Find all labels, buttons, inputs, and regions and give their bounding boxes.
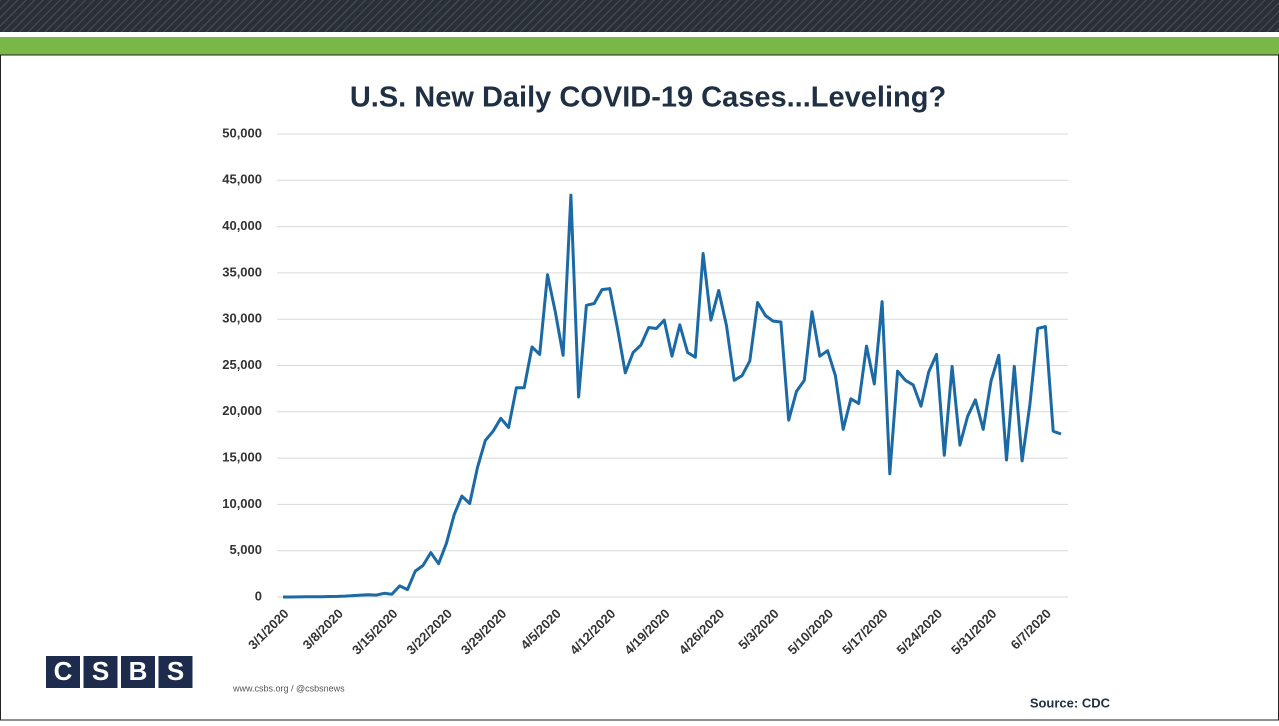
x-tick-label: 4/19/2020 xyxy=(621,606,673,658)
x-tick-label: 5/17/2020 xyxy=(839,606,891,658)
y-tick-label: 25,000 xyxy=(222,357,262,372)
x-tick-label: 4/12/2020 xyxy=(567,606,619,658)
chart-title: U.S. New Daily COVID-19 Cases...Leveling… xyxy=(350,82,946,114)
logo-letter: S xyxy=(167,656,184,686)
x-tick-label: 3/8/2020 xyxy=(300,606,346,652)
x-tick-label: 5/3/2020 xyxy=(735,606,781,652)
x-tick-label: 3/29/2020 xyxy=(458,606,510,658)
y-tick-label: 35,000 xyxy=(222,264,262,279)
slide-border xyxy=(0,54,1279,721)
series-line xyxy=(283,193,1062,599)
logo-box xyxy=(158,656,193,688)
logo-letter: S xyxy=(92,656,109,686)
x-tick-label: 4/5/2020 xyxy=(517,606,563,652)
y-tick-label: 10,000 xyxy=(222,496,262,511)
y-tick-label: 30,000 xyxy=(222,311,262,326)
y-tick-label: 5,000 xyxy=(229,542,262,557)
logo-letter: B xyxy=(129,656,148,686)
website: www.csbs.org / @csbsnews xyxy=(232,683,345,693)
y-tick-label: 0 xyxy=(255,588,262,603)
x-tick-label: 5/31/2020 xyxy=(948,606,1000,658)
source: Source: CDC xyxy=(1030,695,1111,710)
x-tick-label: 3/22/2020 xyxy=(403,606,455,658)
logo-letter: C xyxy=(54,656,73,686)
y-tick-label: 40,000 xyxy=(222,218,262,233)
logo-box xyxy=(83,656,118,688)
y-tick-label: 15,000 xyxy=(222,450,262,465)
x-tick-label: 5/10/2020 xyxy=(785,606,837,658)
x-tick-label: 4/26/2020 xyxy=(676,606,728,658)
logo-box xyxy=(121,656,155,688)
header-band xyxy=(0,0,1279,32)
y-tick-label: 45,000 xyxy=(222,172,262,187)
x-tick-label: 3/1/2020 xyxy=(245,606,291,652)
x-tick-label: 3/15/2020 xyxy=(349,606,401,658)
logo-box xyxy=(46,656,80,688)
y-tick-label: 50,000 xyxy=(222,125,262,140)
x-tick-label: 5/24/2020 xyxy=(894,606,946,658)
green-bar xyxy=(0,37,1279,55)
x-tick-label: 6/7/2020 xyxy=(1008,606,1054,652)
y-tick-label: 20,000 xyxy=(222,403,262,418)
